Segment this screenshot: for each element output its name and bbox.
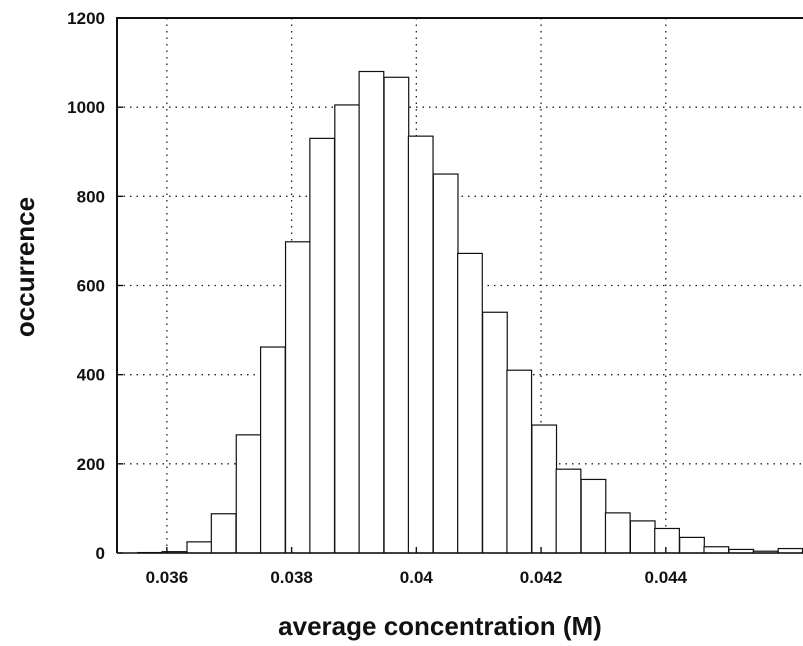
x-tick-label-3: 0.042 — [520, 568, 563, 587]
histogram-bar-20 — [629, 520, 656, 554]
histogram-bar-6 — [284, 241, 311, 554]
histogram-bar-2 — [186, 541, 213, 554]
y-tick-label-6: 1200 — [67, 9, 105, 28]
histogram-bar-16 — [531, 424, 558, 554]
histogram-tail-bar-0 — [703, 546, 730, 554]
histogram-bar-14 — [482, 311, 508, 554]
histogram-bar-17 — [555, 468, 582, 554]
histogram-bar-4 — [235, 434, 262, 554]
histogram-bar-3 — [210, 513, 237, 554]
histogram-bar-21 — [654, 527, 680, 554]
histogram-bar-10 — [383, 76, 410, 554]
y-tick-label-1: 200 — [77, 455, 105, 474]
histogram-bar-5 — [259, 346, 286, 554]
x-axis-label: average concentration (M) — [278, 611, 602, 641]
x-tick-label-1: 0.038 — [270, 568, 313, 587]
y-tick-label-4: 800 — [77, 187, 105, 206]
y-tick-label-5: 1000 — [67, 98, 105, 117]
histogram-bar-15 — [506, 369, 533, 554]
histogram-bar-13 — [457, 252, 483, 554]
y-tick-label-3: 600 — [77, 277, 105, 296]
x-tick-label-4: 0.044 — [645, 568, 688, 587]
histogram-bar-11 — [407, 135, 434, 554]
histogram-bar-9 — [358, 70, 385, 554]
x-tick-labels: 0.036 0.038 0.04 0.042 0.044 — [146, 568, 688, 587]
histogram-bar-7 — [309, 137, 336, 554]
histogram-bar-18 — [580, 478, 607, 554]
y-tick-label-0: 0 — [96, 544, 105, 563]
histogram-bar-22 — [679, 536, 705, 554]
x-tick-label-2: 0.04 — [400, 568, 434, 587]
plot-frame — [116, 17, 803, 554]
histogram-bar-12 — [432, 173, 459, 554]
histogram-bars — [117, 70, 803, 554]
histogram-bar-19 — [604, 512, 631, 554]
y-axis-label: occurrence — [10, 197, 40, 337]
x-tick-label-0: 0.036 — [146, 568, 189, 587]
y-tick-label-2: 400 — [77, 366, 105, 385]
histogram-bar-8 — [334, 104, 361, 554]
y-tick-labels: 0 200 400 600 800 1000 1200 — [67, 9, 105, 563]
